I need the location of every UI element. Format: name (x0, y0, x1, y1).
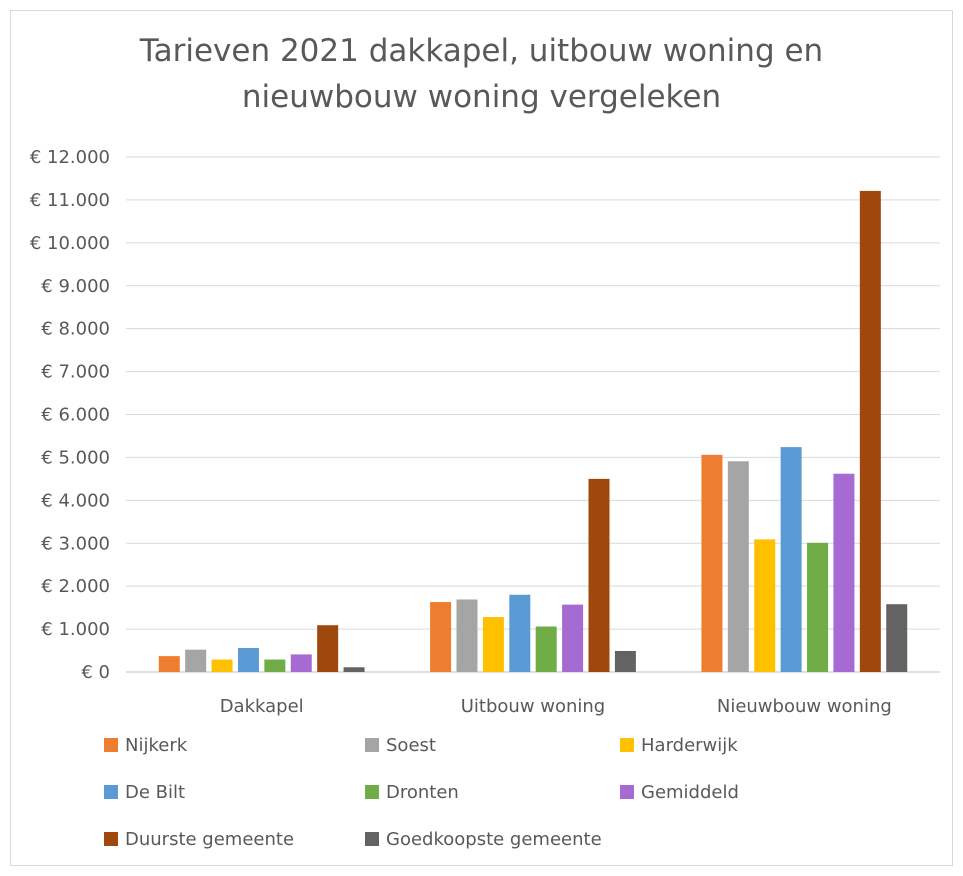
legend-item: Gemiddeld (620, 781, 739, 803)
y-tick-label: € 2.000 (41, 576, 110, 597)
x-tick-label: Dakkapel (220, 696, 304, 717)
bar (833, 473, 855, 672)
legend-swatch (104, 738, 118, 752)
bar (727, 461, 749, 672)
legend-label: Duurste gemeente (125, 828, 295, 850)
bar (886, 604, 908, 672)
legend-swatch (620, 785, 634, 799)
bar (588, 478, 610, 672)
y-tick-label: € 3.000 (41, 533, 110, 554)
legend-swatch (104, 832, 118, 846)
y-tick-label: € 8.000 (41, 319, 110, 340)
y-tick-label: € 10.000 (30, 233, 110, 254)
y-tick-label: € 9.000 (41, 276, 110, 297)
legend-item: De Bilt (104, 781, 185, 803)
chart-title-line-1: Tarieven 2021 dakkapel, uitbouw woning e… (139, 33, 824, 69)
bar (859, 190, 881, 672)
bar (264, 659, 286, 672)
y-tick-label: € 1.000 (41, 619, 110, 640)
chart-frame (10, 10, 953, 866)
legend-item: Duurste gemeente (104, 828, 294, 850)
legend-swatch (365, 785, 379, 799)
bar (185, 649, 207, 672)
chart-title-line-2: nieuwbouw woning vergeleken (241, 79, 722, 115)
legend-item: Harderwijk (620, 734, 738, 756)
bar (211, 659, 233, 672)
legend-label: Gemiddeld (641, 781, 739, 803)
bar (754, 539, 776, 672)
y-tick-label: € 4.000 (41, 490, 110, 511)
legend-item: Goedkoopste gemeente (365, 828, 602, 850)
legend-item: Dronten (365, 781, 459, 803)
bar (807, 542, 829, 672)
y-tick-label: € 11.000 (30, 190, 110, 211)
bar (317, 625, 339, 672)
y-tick-label: € 12.000 (30, 147, 110, 168)
x-tick-label: Uitbouw woning (461, 696, 606, 717)
legend-label: Dronten (386, 781, 459, 803)
legend-swatch (620, 738, 634, 752)
bar (535, 626, 557, 672)
bar (614, 650, 636, 672)
bar (237, 647, 259, 672)
legend-item: Soest (365, 734, 436, 756)
bar (456, 599, 478, 672)
y-tick-label: € 5.000 (41, 447, 110, 468)
legend-label: De Bilt (125, 781, 186, 803)
legend-swatch (365, 738, 379, 752)
legend-label: Nijkerk (125, 734, 188, 756)
bar (701, 454, 723, 672)
legend-swatch (365, 832, 379, 846)
legend-swatch (104, 785, 118, 799)
y-tick-label: € 0 (81, 662, 110, 683)
bar (430, 602, 452, 672)
legend-label: Goedkoopste gemeente (386, 828, 602, 850)
legend-label: Harderwijk (641, 734, 738, 756)
x-tick-label: Nieuwbouw woning (717, 696, 892, 717)
legend-label: Soest (386, 734, 436, 756)
bar (562, 604, 584, 672)
legend-item: Nijkerk (104, 734, 187, 756)
bar (158, 656, 180, 672)
bar (290, 654, 312, 672)
y-tick-label: € 7.000 (41, 362, 110, 383)
bar (343, 667, 365, 672)
bar (509, 594, 531, 672)
y-tick-label: € 6.000 (41, 405, 110, 426)
bar (780, 447, 802, 672)
bar (482, 617, 504, 672)
chart-title: Tarieven 2021 dakkapel, uitbouw woning e… (0, 28, 963, 120)
